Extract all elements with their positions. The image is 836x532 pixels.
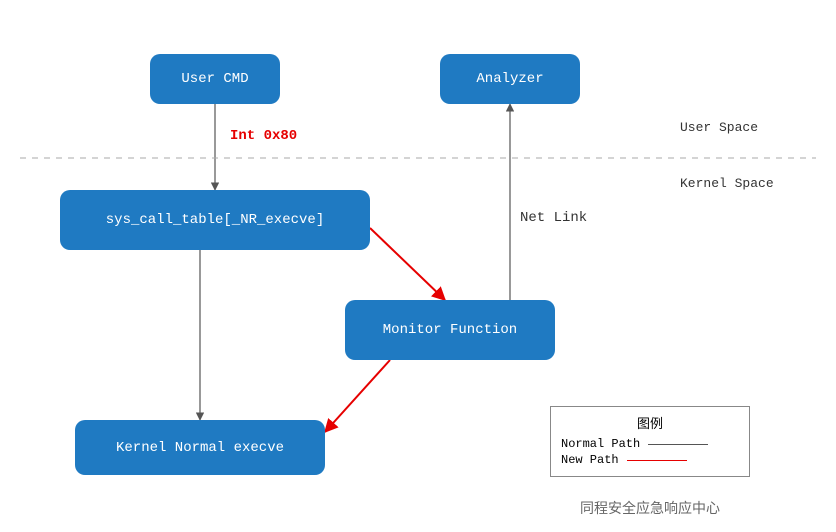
edge-label-netlink: Net Link (520, 210, 587, 226)
legend-label-normal: Normal Path (561, 437, 640, 451)
node-user-cmd-label: User CMD (181, 71, 248, 87)
node-user-cmd: User CMD (150, 54, 280, 104)
node-kernel-normal-execve-label: Kernel Normal execve (116, 440, 284, 456)
node-monitor-function: Monitor Function (345, 300, 555, 360)
legend-line-normal (648, 444, 708, 445)
legend-label-new: New Path (561, 453, 619, 467)
node-analyzer-label: Analyzer (476, 71, 543, 87)
node-sys-call-table-label: sys_call_table[_NR_execve] (106, 212, 324, 228)
node-kernel-normal-execve: Kernel Normal execve (75, 420, 325, 475)
legend-title: 图例 (561, 413, 739, 432)
node-sys-call-table: sys_call_table[_NR_execve] (60, 190, 370, 250)
node-analyzer: Analyzer (440, 54, 580, 104)
node-monitor-function-label: Monitor Function (383, 322, 517, 338)
legend-row-normal: Normal Path (561, 436, 739, 452)
legend-line-new (627, 460, 687, 461)
footer-credit: 同程安全应急响应中心 (580, 498, 720, 518)
kernel-space-label: Kernel Space (680, 176, 774, 191)
edge-label-int0x80: Int 0x80 (230, 128, 297, 144)
user-space-label: User Space (680, 120, 758, 135)
legend-box: 图例 Normal Path New Path (550, 406, 750, 477)
legend-row-new: New Path (561, 452, 739, 468)
